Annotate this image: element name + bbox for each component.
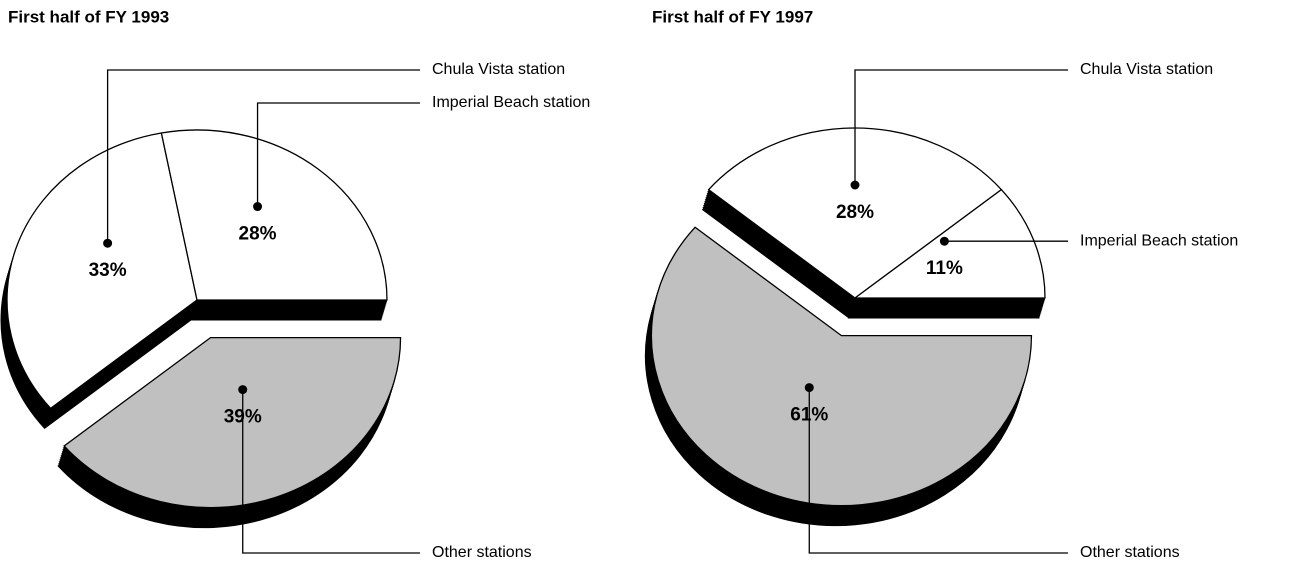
leader-dot	[103, 238, 113, 248]
leader-line	[808, 387, 1068, 554]
legend-label: Other stations	[432, 544, 532, 561]
legend-label: Chula Vista station	[432, 61, 565, 78]
pie-slice	[853, 188, 1046, 299]
chart-title: First half of FY 1997	[652, 7, 813, 26]
leader-dot	[850, 180, 860, 190]
leader-line	[854, 69, 1068, 185]
value-label: 28%	[239, 224, 277, 245]
value-label: 33%	[89, 260, 127, 281]
legend-label: Chula Vista station	[1080, 61, 1213, 78]
value-label: 28%	[836, 202, 874, 223]
pie-slice	[160, 129, 388, 301]
value-label: 11%	[926, 258, 963, 279]
leader-dot	[939, 236, 949, 246]
legend-label: Imperial Beach station	[432, 94, 590, 111]
chart-title: First half of FY 1993	[8, 7, 169, 26]
pie-slice	[650, 226, 1033, 507]
legend-label: Other stations	[1080, 544, 1180, 561]
leader-line	[106, 69, 420, 244]
leader-line	[256, 102, 420, 207]
leader-line	[242, 389, 420, 554]
pie-slice	[63, 336, 402, 509]
leader-dot	[253, 202, 263, 212]
legend-label: Imperial Beach station	[1080, 232, 1238, 249]
leader-dot	[238, 385, 248, 395]
pie-slice	[6, 132, 198, 410]
leader-dot	[804, 383, 814, 393]
